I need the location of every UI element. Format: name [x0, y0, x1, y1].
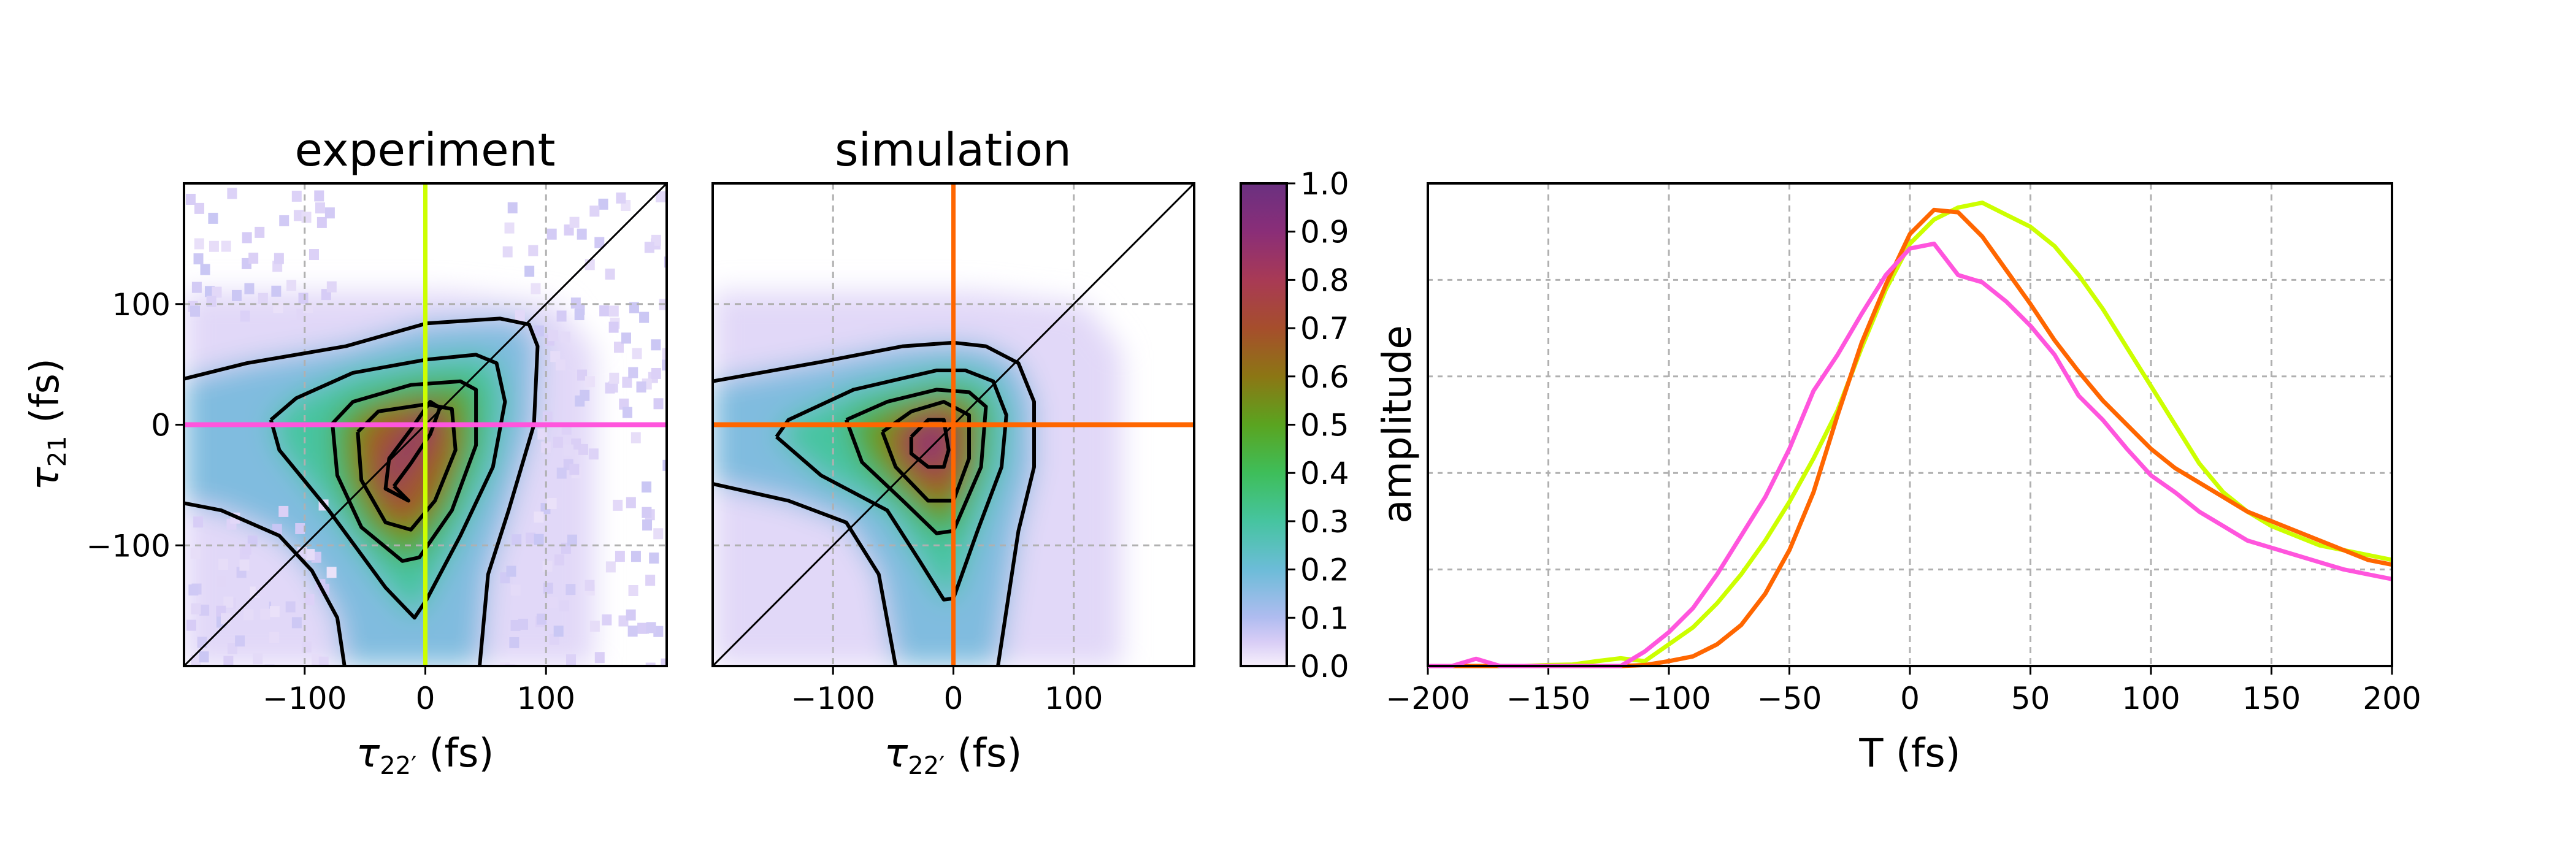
x-tick-label: 0 [944, 681, 964, 716]
x-tick-label: 0 [416, 681, 435, 716]
y-tick-label: 100 [112, 287, 171, 323]
x-tick-label: −200 [1386, 681, 1470, 716]
x-tick-label: 100 [2122, 681, 2180, 716]
axes-frame [1427, 182, 2393, 667]
y-tick-label: −100 [86, 528, 171, 564]
x-tick-label: 100 [517, 681, 575, 716]
experiment-x-label: τ22′ (fs) [356, 731, 494, 780]
experiment-y-label: τ21 (fs) [23, 358, 72, 491]
contour-line [713, 481, 898, 666]
contour-line [331, 379, 478, 563]
x-tick-label: −100 [1627, 681, 1711, 716]
colorbar: 0.0 0.1 0.2 0.3 0.4 0.5 0.6 0.7 0.8 0.9 1.0 [1240, 166, 1349, 684]
colorbar-gradient [1240, 182, 1288, 667]
heatmap-region [911, 419, 949, 467]
colorbar-tick-label: 1.0 [1300, 166, 1349, 202]
contour-line [775, 369, 1008, 602]
x-tick-label: 100 [1045, 681, 1103, 716]
x-tick-label: −100 [791, 681, 875, 716]
colorbar-tick-label: 0.6 [1300, 359, 1349, 395]
experiment-title: experiment [294, 124, 555, 177]
x-tick-label: −50 [1757, 681, 1822, 716]
contour-line [383, 400, 442, 503]
contour-line [269, 353, 507, 620]
colorbar-tick-label: 0.5 [1300, 408, 1349, 443]
contour-line [356, 402, 458, 532]
colorbar-tick-label: 0.7 [1300, 311, 1349, 347]
colorbar-label: amplitude [1375, 325, 1420, 523]
colorbar-tick-label: 0.9 [1300, 215, 1349, 250]
x-tick-label: 0 [1900, 681, 1920, 716]
x-tick-label: −150 [1506, 681, 1590, 716]
x-tick-label: 200 [2363, 681, 2421, 716]
simulation-x-label: τ22′ (fs) [884, 731, 1022, 780]
colorbar-tick-label: 0.8 [1300, 262, 1349, 298]
x-tick-label: 50 [2011, 681, 2050, 716]
heatmap-fill [713, 292, 1122, 666]
colorbar-tick-label: 0.0 [1300, 649, 1349, 684]
colorbar-tick-label: 0.3 [1300, 504, 1349, 540]
contour-line [713, 340, 1036, 666]
noise-speckles [185, 188, 667, 666]
colorbar-tick-label: 0.4 [1300, 456, 1349, 491]
colorbar-tick-label: 0.1 [1300, 600, 1349, 636]
contour-line [880, 400, 971, 503]
line-plot-panel: −200 −150 −100 −50 0 50 100 150 200 [1386, 182, 2421, 716]
x-tick-label: −100 [263, 681, 347, 716]
simulation-title: simulation [835, 124, 1071, 177]
colorbar-tick-label: 0.2 [1300, 553, 1349, 588]
experiment-panel: −100 0 100 100 0 −100 [86, 182, 668, 716]
contour-line [184, 316, 540, 666]
simulation-panel: −100 0 100 [711, 182, 1195, 716]
x-tick-label: 150 [2242, 681, 2301, 716]
contour-line [909, 418, 951, 469]
series-line-0 [1428, 201, 2393, 668]
y-tick-label: 0 [151, 408, 171, 443]
line-plot-x-label: T (fs) [1858, 731, 1960, 776]
